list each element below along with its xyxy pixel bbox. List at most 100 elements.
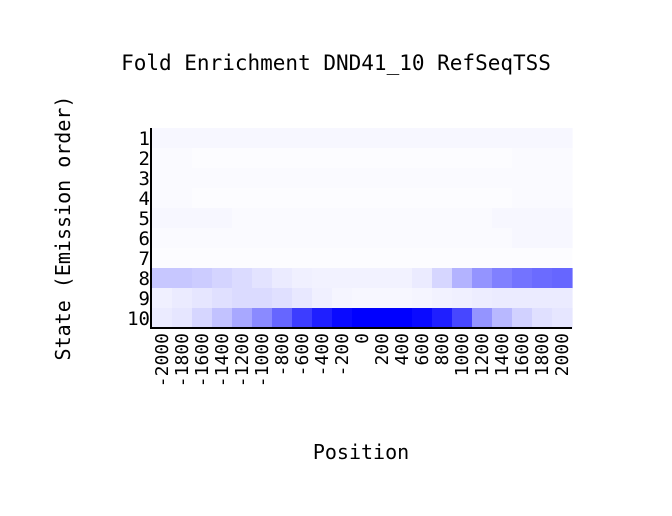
heatmap-cell bbox=[212, 308, 233, 329]
heatmap-cell bbox=[272, 148, 293, 169]
heatmap-cell bbox=[432, 208, 453, 229]
heatmap-cell bbox=[432, 288, 453, 309]
heatmap-cell bbox=[512, 208, 533, 229]
heatmap-cell bbox=[312, 168, 333, 189]
y-tick-label: 1 bbox=[139, 128, 150, 150]
x-tick-label: -600 bbox=[292, 333, 313, 376]
heatmap-cell bbox=[312, 228, 333, 249]
heatmap-cell bbox=[172, 268, 193, 289]
heatmap-cell bbox=[152, 248, 173, 269]
heatmap-cell bbox=[392, 248, 413, 269]
heatmap-cell bbox=[532, 308, 553, 329]
heatmap-cell bbox=[192, 188, 213, 209]
x-tick-labels: -2000 -1800 -1600 -1400 -1200 -1000 -800 -600 -4… bbox=[152, 333, 573, 387]
heatmap-cell bbox=[392, 168, 413, 189]
heatmap-cell bbox=[172, 148, 193, 169]
heatmap-cells bbox=[152, 128, 573, 329]
heatmap-cell bbox=[312, 308, 333, 329]
heatmap-cell bbox=[372, 288, 393, 309]
heatmap-cell bbox=[512, 188, 533, 209]
x-tick-label: 1800 bbox=[532, 333, 553, 376]
heatmap-cell bbox=[252, 268, 273, 289]
heatmap-cell bbox=[512, 128, 533, 149]
heatmap-cell bbox=[232, 268, 253, 289]
heatmap-cell bbox=[352, 228, 373, 249]
heatmap-cell bbox=[412, 128, 433, 149]
heatmap-cell bbox=[452, 208, 473, 229]
heatmap-cell bbox=[352, 208, 373, 229]
x-axis-label: Position bbox=[313, 440, 409, 464]
heatmap-cell bbox=[292, 228, 313, 249]
heatmap-cell bbox=[412, 208, 433, 229]
heatmap-cell bbox=[392, 288, 413, 309]
heatmap-cell bbox=[332, 148, 353, 169]
x-tick-label: -1400 bbox=[212, 333, 233, 387]
y-tick-label: 9 bbox=[139, 288, 150, 310]
heatmap-cell bbox=[472, 288, 493, 309]
heatmap-cell bbox=[492, 248, 513, 269]
x-tick-label: -1200 bbox=[232, 333, 253, 387]
heatmap-cell bbox=[472, 128, 493, 149]
x-tick-label: 400 bbox=[392, 333, 413, 366]
x-tick-label: -2000 bbox=[152, 333, 173, 387]
heatmap-cell bbox=[432, 308, 453, 329]
heatmap-cell bbox=[292, 268, 313, 289]
heatmap-cell bbox=[152, 268, 173, 289]
y-tick-label: 7 bbox=[139, 248, 150, 270]
heatmap-cell bbox=[512, 268, 533, 289]
heatmap-cell bbox=[172, 248, 193, 269]
heatmap-cell bbox=[232, 248, 253, 269]
heatmap-cell bbox=[252, 168, 273, 189]
heatmap-cell bbox=[272, 308, 293, 329]
heatmap-cell bbox=[412, 148, 433, 169]
heatmap-cell bbox=[292, 288, 313, 309]
heatmap-cell bbox=[552, 168, 573, 189]
heatmap-cell bbox=[452, 148, 473, 169]
x-tick-label: -800 bbox=[272, 333, 293, 376]
heatmap-cell bbox=[232, 288, 253, 309]
x-tick-label: 600 bbox=[412, 333, 433, 366]
heatmap-cell bbox=[172, 128, 193, 149]
heatmap-cell bbox=[232, 208, 253, 229]
heatmap-cell bbox=[372, 228, 393, 249]
heatmap-cell bbox=[212, 248, 233, 269]
heatmap-cell bbox=[472, 208, 493, 229]
heatmap-cell bbox=[492, 288, 513, 309]
heatmap-cell bbox=[552, 228, 573, 249]
heatmap-cell bbox=[292, 308, 313, 329]
heatmap-cell bbox=[372, 148, 393, 169]
heatmap-cell bbox=[532, 168, 553, 189]
heatmap-cell bbox=[252, 208, 273, 229]
heatmap-cell bbox=[472, 268, 493, 289]
x-tick-label: -1600 bbox=[192, 333, 213, 387]
heatmap-cell bbox=[452, 308, 473, 329]
x-tick-label: 200 bbox=[372, 333, 393, 366]
heatmap-cell bbox=[212, 228, 233, 249]
heatmap-cell bbox=[552, 268, 573, 289]
heatmap-cell bbox=[432, 228, 453, 249]
heatmap-cell bbox=[492, 188, 513, 209]
heatmap-cell bbox=[172, 228, 193, 249]
heatmap-cell bbox=[552, 288, 573, 309]
heatmap-cell bbox=[412, 248, 433, 269]
heatmap-cell bbox=[292, 148, 313, 169]
heatmap-cell bbox=[152, 168, 173, 189]
heatmap-cell bbox=[532, 248, 553, 269]
heatmap-cell bbox=[452, 228, 473, 249]
heatmap-cell bbox=[412, 228, 433, 249]
heatmap-cell bbox=[312, 208, 333, 229]
heatmap-cell bbox=[152, 288, 173, 309]
heatmap-cell bbox=[432, 188, 453, 209]
x-tick-label: 1600 bbox=[512, 333, 533, 376]
heatmap-cell bbox=[472, 148, 493, 169]
y-tick-label: 5 bbox=[139, 208, 150, 230]
heatmap-cell bbox=[292, 128, 313, 149]
heatmap-cell bbox=[372, 168, 393, 189]
heatmap-cell bbox=[252, 228, 273, 249]
x-tick-label: -1000 bbox=[252, 333, 273, 387]
heatmap-cell bbox=[312, 288, 333, 309]
heatmap-cell bbox=[492, 308, 513, 329]
heatmap-cell bbox=[372, 128, 393, 149]
heatmap-cell bbox=[432, 168, 453, 189]
heatmap-cell bbox=[152, 208, 173, 229]
